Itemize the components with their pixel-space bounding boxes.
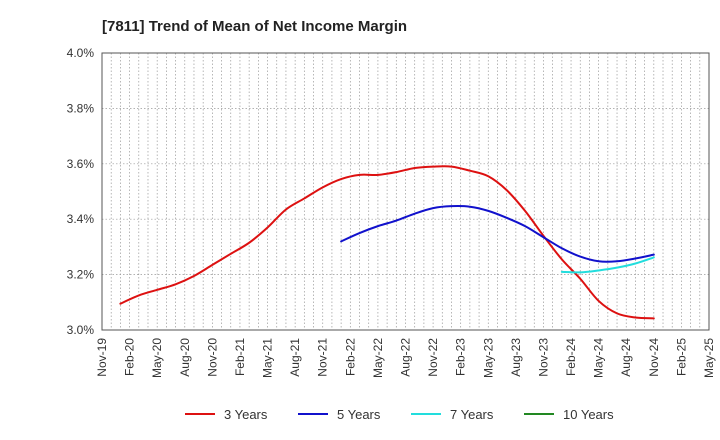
- x-tick-label: Nov-19: [95, 338, 109, 377]
- series-line-5-years: [340, 205, 655, 263]
- x-tick-label: Aug-22: [399, 338, 413, 377]
- legend-label-10-years: 10 Years: [563, 407, 614, 422]
- legend-label-3-years: 3 Years: [224, 407, 268, 422]
- x-tick-label: Aug-20: [178, 338, 192, 377]
- y-tick-label: 3.0%: [67, 323, 95, 337]
- x-tick-label: Nov-23: [536, 338, 550, 377]
- y-tick-label: 3.6%: [67, 157, 95, 171]
- x-tick-label: Feb-22: [343, 338, 357, 376]
- x-tick-label: Nov-21: [316, 338, 330, 377]
- x-tick-label: Nov-20: [205, 338, 219, 377]
- x-tick-label: May-22: [371, 338, 385, 378]
- series-line-3-years: [119, 165, 655, 320]
- y-tick-label: 3.4%: [67, 212, 95, 226]
- x-tick-label: Nov-24: [647, 338, 661, 377]
- chart-title: [7811] Trend of Mean of Net Income Margi…: [102, 18, 407, 35]
- x-tick-label: Feb-21: [233, 338, 247, 376]
- series-line-7-years: [560, 256, 655, 274]
- x-tick-label: Aug-23: [509, 338, 523, 377]
- x-tick-label: Aug-24: [619, 338, 633, 377]
- y-tick-label: 4.0%: [67, 46, 95, 60]
- x-tick-label: Nov-22: [426, 338, 440, 377]
- x-tick-label: Feb-25: [674, 338, 688, 376]
- legend-label-7-years: 7 Years: [450, 407, 494, 422]
- y-tick-label: 3.2%: [67, 268, 95, 282]
- x-tick-label: May-21: [261, 338, 275, 378]
- y-tick-label: 3.8%: [67, 101, 95, 115]
- x-tick-label: May-25: [702, 338, 716, 378]
- x-tick-label: May-23: [481, 338, 495, 378]
- plot-frame: [101, 52, 710, 331]
- x-tick-label: May-20: [150, 338, 164, 378]
- x-tick-label: May-24: [592, 338, 606, 378]
- x-tick-label: Aug-21: [288, 338, 302, 377]
- x-tick-label: Feb-20: [123, 338, 137, 376]
- x-tick-label: Feb-23: [454, 338, 468, 376]
- x-tick-label: Feb-24: [564, 338, 578, 376]
- legend-label-5-years: 5 Years: [337, 407, 381, 422]
